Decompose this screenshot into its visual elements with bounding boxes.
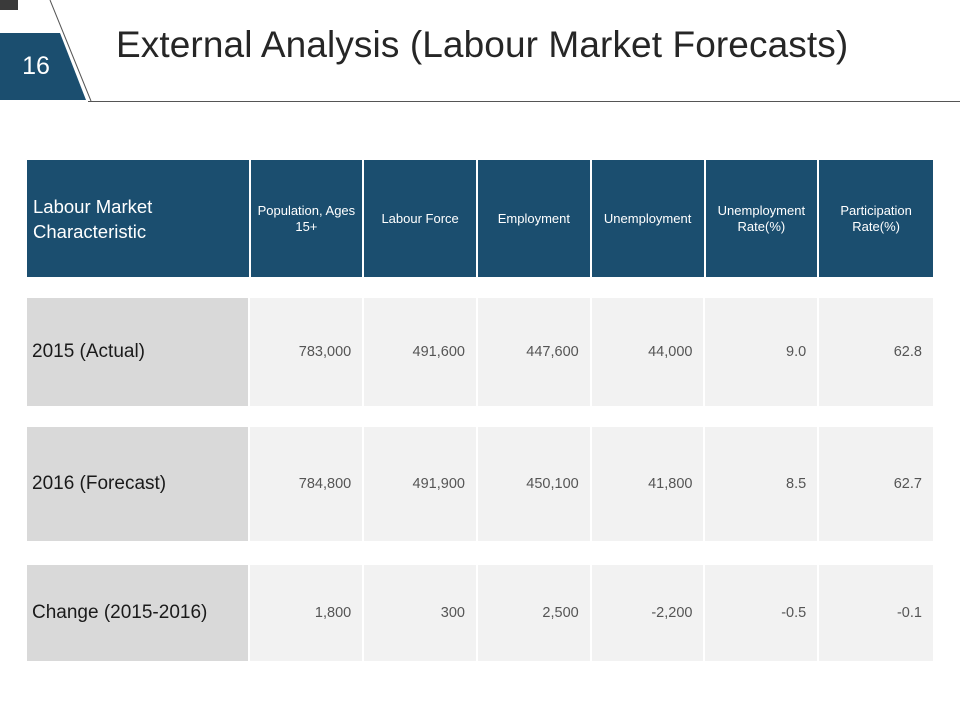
value-cell: 1,800: [250, 565, 363, 661]
table-header-row: Labour Market Characteristic Population,…: [27, 160, 933, 277]
header-unemployment: Unemployment: [591, 160, 704, 277]
row-label: Change (2015-2016): [27, 565, 249, 661]
value-cell: 491,600: [364, 298, 476, 406]
header-row-label: Labour Market Characteristic: [27, 160, 249, 277]
value-cell: 44,000: [591, 298, 704, 406]
slide-number: 16: [22, 51, 50, 80]
value-cell: 62.7: [819, 427, 933, 541]
header-population: Population, Ages 15+: [250, 160, 363, 277]
table-row: Change (2015-2016) 1,800 300 2,500 -2,20…: [27, 565, 933, 661]
corner-mark: [0, 0, 18, 10]
value-cell: 9.0: [705, 298, 818, 406]
value-cell: 450,100: [477, 427, 590, 541]
value-cell: 783,000: [250, 298, 363, 406]
row-label: 2015 (Actual): [27, 298, 249, 406]
row-label: 2016 (Forecast): [27, 427, 249, 541]
value-cell: 447,600: [477, 298, 590, 406]
slide-number-badge: [0, 0, 92, 102]
header-unemployment-rate: Unemployment Rate(%): [705, 160, 818, 277]
value-cell: -0.5: [705, 565, 818, 661]
slide-title: External Analysis (Labour Market Forecas…: [116, 24, 849, 65]
value-cell: -0.1: [819, 565, 933, 661]
value-cell: 491,900: [364, 427, 476, 541]
header-labour-force: Labour Force: [364, 160, 476, 277]
value-cell: 8.5: [705, 427, 818, 541]
value-cell: 2,500: [477, 565, 590, 661]
value-cell: 784,800: [250, 427, 363, 541]
value-cell: 300: [364, 565, 476, 661]
header-participation-rate: Participation Rate(%): [819, 160, 933, 277]
header-employment: Employment: [478, 160, 590, 277]
labour-market-table: Labour Market Characteristic Population,…: [27, 160, 933, 661]
value-cell: 41,800: [591, 427, 704, 541]
title-divider: [88, 101, 960, 102]
value-cell: 62.8: [819, 298, 933, 406]
table-row: 2016 (Forecast) 784,800 491,900 450,100 …: [27, 427, 933, 541]
table-row: 2015 (Actual) 783,000 491,600 447,600 44…: [27, 298, 933, 406]
value-cell: -2,200: [591, 565, 704, 661]
